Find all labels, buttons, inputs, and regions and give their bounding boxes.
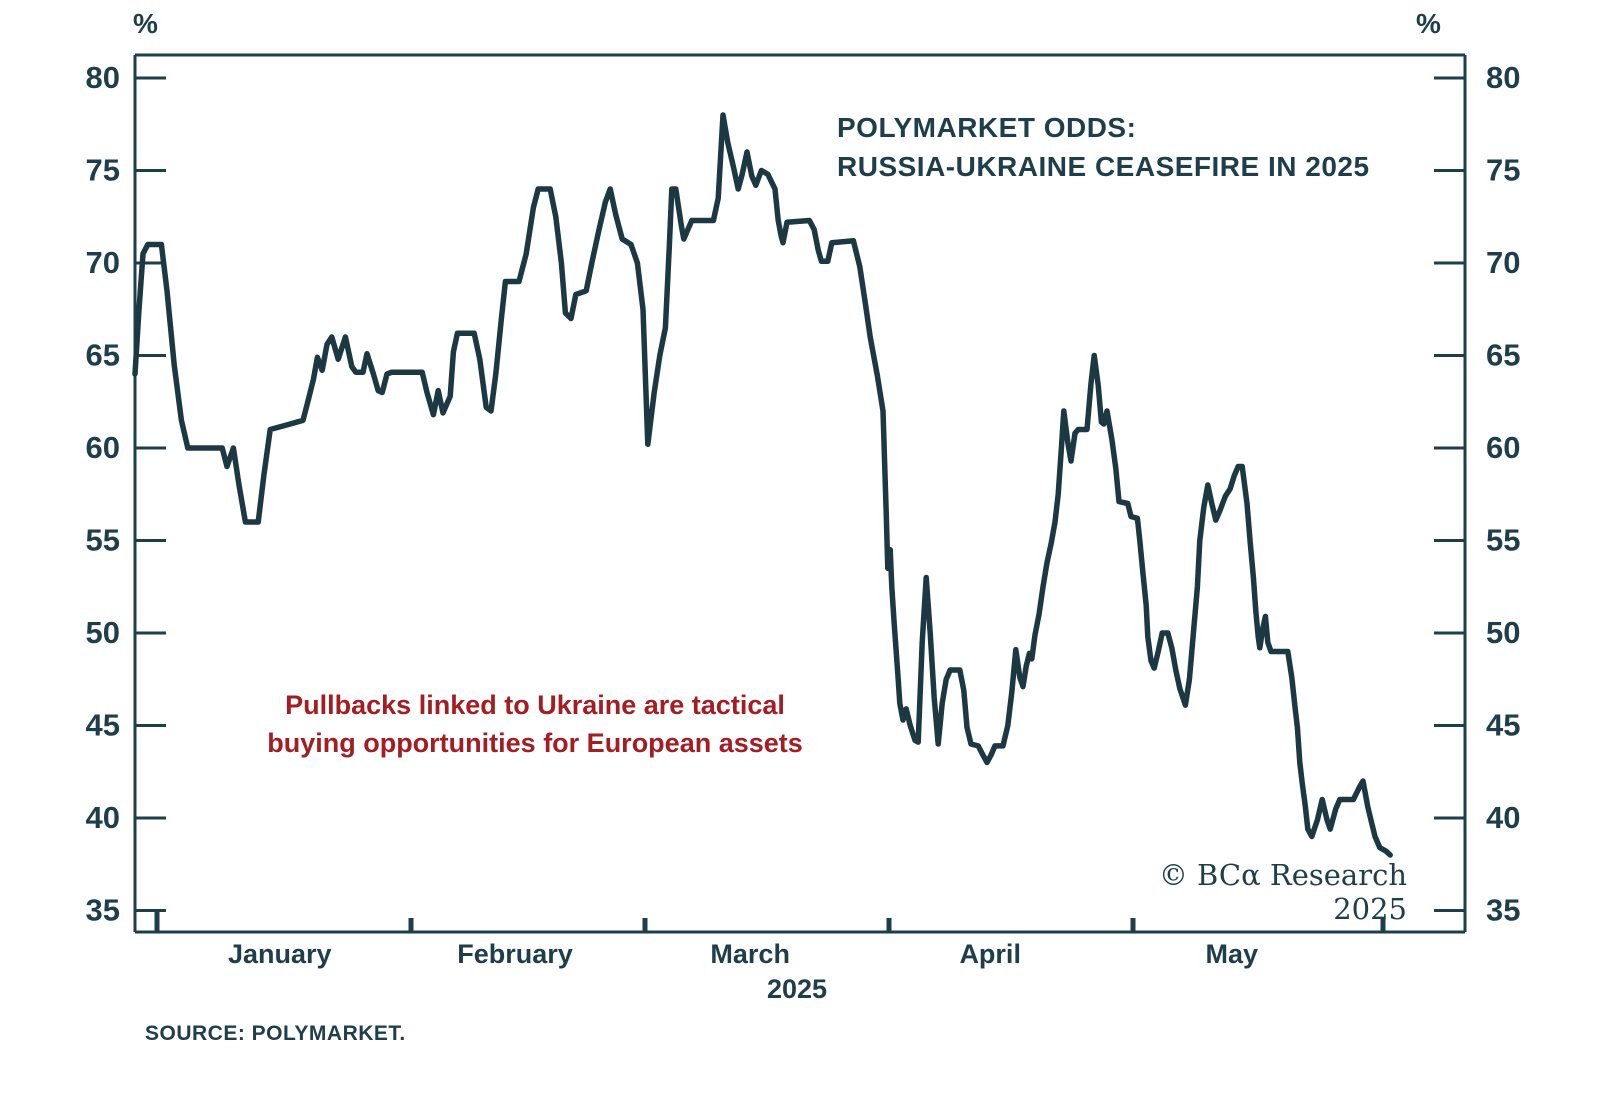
odds-line-series <box>132 112 1393 858</box>
y-tick-label-left: 70 <box>86 245 120 280</box>
y-tick-label-right: 75 <box>1486 153 1520 188</box>
x-month-label: February <box>457 939 573 969</box>
y-tick-label-left: 40 <box>86 800 120 835</box>
x-month-label: March <box>710 939 790 969</box>
y-tick-label-left: 65 <box>86 338 120 373</box>
x-month-label: January <box>228 939 332 969</box>
annotation-line1: Pullbacks linked to Ukraine are tactical <box>285 690 785 720</box>
y-tick-label-right: 40 <box>1486 800 1520 835</box>
y-tick-label-right: 60 <box>1486 430 1520 465</box>
annotation-line2: buying opportunities for European assets <box>267 728 803 758</box>
x-month-label: April <box>959 939 1021 969</box>
y-tick-label-right: 55 <box>1486 523 1520 558</box>
y-tick-label-right: 35 <box>1486 893 1520 928</box>
y-tick-label-left: 60 <box>86 430 120 465</box>
source-label: SOURCE: POLYMARKET. <box>145 1022 406 1045</box>
y-tick-label-left: 55 <box>86 523 120 558</box>
y-tick-label-left: 80 <box>86 60 120 95</box>
x-year-label: 2025 <box>767 974 827 1004</box>
chart-title-line2: RUSSIA-UKRAINE CEASEFIRE IN 2025 <box>837 151 1370 182</box>
y-tick-label-right: 45 <box>1486 708 1520 743</box>
chart-title: POLYMARKET ODDS: RUSSIA-UKRAINE CEASEFIR… <box>837 108 1370 186</box>
y-tick-label-right: 50 <box>1486 615 1520 650</box>
y-tick-label-left: 75 <box>86 153 120 188</box>
y-axis-unit-right: % <box>1416 8 1441 39</box>
y-tick-label-left: 45 <box>86 708 120 743</box>
y-tick-label-right: 80 <box>1486 60 1520 95</box>
credit-watermark: © BCα Research 2025 <box>1158 858 1407 926</box>
y-tick-label-right: 70 <box>1486 245 1520 280</box>
y-tick-label-left: 50 <box>86 615 120 650</box>
y-tick-label-left: 35 <box>86 893 120 928</box>
chart-title-line1: POLYMARKET ODDS: <box>837 112 1137 143</box>
x-month-label: May <box>1206 939 1259 969</box>
annotation-callout: Pullbacks linked to Ukraine are tactical… <box>185 686 885 762</box>
y-axis-unit-left: % <box>133 8 158 39</box>
y-tick-label-right: 65 <box>1486 338 1520 373</box>
